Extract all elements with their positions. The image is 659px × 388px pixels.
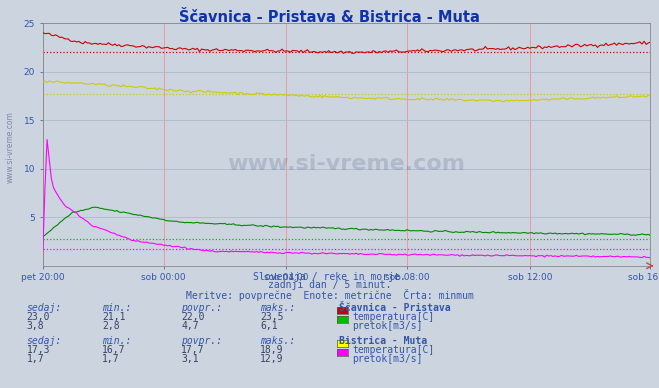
Text: 1,7: 1,7 <box>26 354 44 364</box>
Text: 23,0: 23,0 <box>26 312 50 322</box>
Text: zadnji dan / 5 minut.: zadnji dan / 5 minut. <box>268 280 391 290</box>
Text: povpr.:: povpr.: <box>181 303 222 313</box>
Text: maks.:: maks.: <box>260 336 295 346</box>
Text: 16,7: 16,7 <box>102 345 126 355</box>
Text: povpr.:: povpr.: <box>181 336 222 346</box>
Text: 18,9: 18,9 <box>260 345 284 355</box>
Text: Slovenija / reke in morje.: Slovenija / reke in morje. <box>253 272 406 282</box>
Text: Ščavnica - Pristava: Ščavnica - Pristava <box>339 303 451 313</box>
Text: 2,8: 2,8 <box>102 321 120 331</box>
Text: 22,0: 22,0 <box>181 312 205 322</box>
Text: 3,8: 3,8 <box>26 321 44 331</box>
Text: 3,1: 3,1 <box>181 354 199 364</box>
Text: min.:: min.: <box>102 336 132 346</box>
Text: min.:: min.: <box>102 303 132 313</box>
Text: 17,3: 17,3 <box>26 345 50 355</box>
Text: 23,5: 23,5 <box>260 312 284 322</box>
Text: sedaj:: sedaj: <box>26 303 61 313</box>
Text: Meritve: povprečne  Enote: metrične  Črta: minmum: Meritve: povprečne Enote: metrične Črta:… <box>186 289 473 301</box>
Text: 17,7: 17,7 <box>181 345 205 355</box>
Text: 21,1: 21,1 <box>102 312 126 322</box>
Text: Ščavnica - Pristava & Bistrica - Muta: Ščavnica - Pristava & Bistrica - Muta <box>179 10 480 25</box>
Text: Bistrica - Muta: Bistrica - Muta <box>339 336 428 346</box>
Text: 1,7: 1,7 <box>102 354 120 364</box>
Text: maks.:: maks.: <box>260 303 295 313</box>
Text: 12,9: 12,9 <box>260 354 284 364</box>
Text: temperatura[C]: temperatura[C] <box>353 312 435 322</box>
Text: www.si-vreme.com: www.si-vreme.com <box>5 111 14 184</box>
Text: pretok[m3/s]: pretok[m3/s] <box>353 321 423 331</box>
Text: sedaj:: sedaj: <box>26 336 61 346</box>
Text: 4,7: 4,7 <box>181 321 199 331</box>
Text: temperatura[C]: temperatura[C] <box>353 345 435 355</box>
Text: 6,1: 6,1 <box>260 321 278 331</box>
Text: www.si-vreme.com: www.si-vreme.com <box>227 154 466 174</box>
Text: pretok[m3/s]: pretok[m3/s] <box>353 354 423 364</box>
